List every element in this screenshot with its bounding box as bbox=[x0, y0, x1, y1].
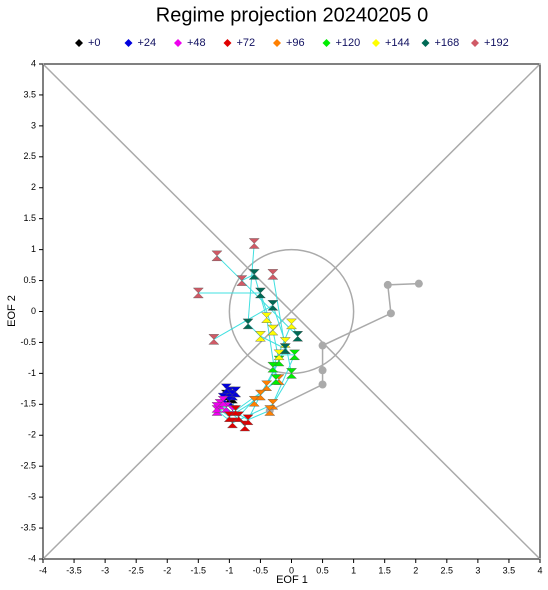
legend-label: +24 bbox=[138, 37, 157, 49]
point bbox=[208, 334, 220, 345]
trajectory-point bbox=[318, 341, 327, 350]
point bbox=[236, 275, 248, 286]
x-tick-label: 0.5 bbox=[316, 565, 329, 575]
trajectory-point bbox=[318, 366, 327, 375]
member-link bbox=[272, 274, 286, 349]
y-tick-label: 3 bbox=[31, 120, 36, 130]
x-tick-label: -1 bbox=[225, 565, 233, 575]
trajectory-line bbox=[269, 282, 419, 412]
trajectory-point bbox=[414, 279, 423, 288]
x-tick-label: 1 bbox=[351, 565, 356, 575]
legend-marker bbox=[273, 39, 281, 47]
point bbox=[289, 349, 301, 361]
x-tick-label: 1.5 bbox=[378, 565, 391, 575]
point bbox=[292, 331, 304, 342]
point bbox=[242, 318, 254, 330]
point bbox=[270, 374, 282, 385]
legend-marker bbox=[372, 39, 380, 47]
y-tick-label: -4 bbox=[28, 553, 36, 563]
legend-label: +72 bbox=[237, 37, 256, 49]
point bbox=[248, 269, 260, 280]
trajectory-point bbox=[386, 309, 395, 318]
x-tick-label: 0 bbox=[289, 565, 294, 575]
point bbox=[267, 269, 279, 280]
legend-marker bbox=[174, 39, 182, 47]
legend-label: +168 bbox=[435, 37, 460, 49]
point bbox=[254, 287, 266, 299]
point bbox=[248, 396, 260, 407]
point bbox=[267, 324, 279, 336]
member-link bbox=[259, 292, 274, 331]
trajectory-point bbox=[318, 380, 327, 389]
chart-title: Regime projection 20240205 0 bbox=[156, 4, 428, 26]
point bbox=[254, 331, 266, 342]
legend-marker bbox=[471, 39, 479, 47]
point bbox=[192, 287, 204, 299]
point bbox=[267, 300, 279, 311]
x-tick-label: 2 bbox=[413, 565, 418, 575]
point bbox=[261, 380, 273, 391]
x-tick-label: 4 bbox=[537, 565, 542, 575]
y-tick-label: 2.5 bbox=[23, 151, 36, 161]
trajectory-point bbox=[383, 280, 392, 289]
y-tick-label: 2 bbox=[31, 182, 36, 192]
x-tick-label: 2.5 bbox=[441, 565, 454, 575]
member-link bbox=[247, 243, 255, 324]
point bbox=[211, 250, 223, 262]
legend-marker bbox=[322, 39, 331, 47]
y-tick-label: -1.5 bbox=[20, 399, 36, 409]
y-tick-label: -2 bbox=[28, 430, 36, 440]
point bbox=[223, 411, 235, 422]
legend-label: +48 bbox=[187, 37, 206, 49]
y-tick-label: -1 bbox=[28, 368, 36, 378]
point bbox=[242, 414, 254, 425]
x-tick-label: -2.5 bbox=[128, 565, 144, 575]
x-tick-label: -3.5 bbox=[66, 565, 82, 575]
diagonal bbox=[42, 63, 541, 560]
point bbox=[286, 368, 297, 379]
y-tick-label: 3.5 bbox=[23, 89, 36, 99]
legend-label: +120 bbox=[336, 37, 361, 49]
legend-label: +192 bbox=[484, 37, 509, 49]
legend-label: +96 bbox=[286, 37, 305, 49]
point bbox=[226, 417, 238, 429]
point bbox=[264, 405, 276, 416]
y-tick-label: 0 bbox=[31, 306, 36, 316]
legend-label: +0 bbox=[88, 37, 101, 49]
y-tick-label: -0.5 bbox=[20, 337, 36, 347]
point bbox=[286, 318, 297, 330]
y-tick-label: 0.5 bbox=[23, 275, 36, 285]
point bbox=[211, 402, 223, 413]
x-tick-label: -0.5 bbox=[253, 565, 269, 575]
y-tick-label: -2.5 bbox=[20, 461, 36, 471]
y-axis-label: EOF 2 bbox=[6, 295, 18, 327]
legend-marker bbox=[223, 39, 232, 47]
point bbox=[248, 238, 260, 249]
point bbox=[230, 386, 242, 398]
legend-label: +144 bbox=[385, 37, 410, 49]
point bbox=[230, 405, 242, 416]
x-tick-label: -2 bbox=[163, 565, 171, 575]
point bbox=[261, 312, 273, 323]
member-link bbox=[241, 273, 255, 282]
y-tick-label: 1.5 bbox=[23, 213, 36, 223]
x-axis-label: EOF 1 bbox=[276, 574, 308, 586]
y-tick-label: -3.5 bbox=[20, 522, 36, 532]
legend-marker bbox=[124, 39, 133, 47]
y-tick-label: -3 bbox=[28, 492, 36, 502]
legend-marker bbox=[421, 39, 430, 47]
x-tick-label: -3 bbox=[101, 565, 109, 575]
point bbox=[279, 343, 291, 354]
point bbox=[267, 361, 279, 373]
member-link bbox=[213, 304, 274, 340]
x-tick-label: 3 bbox=[475, 565, 480, 575]
legend-marker bbox=[75, 39, 83, 47]
x-tick-label: -1.5 bbox=[191, 565, 207, 575]
y-tick-label: 1 bbox=[31, 244, 36, 254]
x-tick-label: -4 bbox=[39, 565, 47, 575]
x-tick-label: 3.5 bbox=[503, 565, 516, 575]
y-tick-label: 4 bbox=[31, 58, 36, 68]
